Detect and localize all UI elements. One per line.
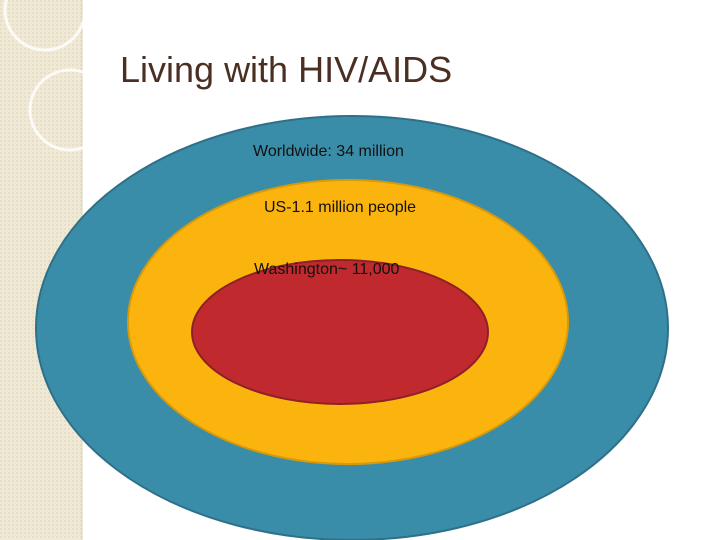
slide-title: Living with HIV/AIDS xyxy=(120,49,452,90)
ring-label: Washington~ 11,000 xyxy=(254,261,400,278)
ring-label: Worldwide: 34 million xyxy=(253,143,404,160)
decor-circle xyxy=(3,0,87,52)
decor-circle xyxy=(28,68,112,152)
ring-label: US-1.1 million people xyxy=(264,199,416,216)
inner-ring xyxy=(191,259,489,405)
